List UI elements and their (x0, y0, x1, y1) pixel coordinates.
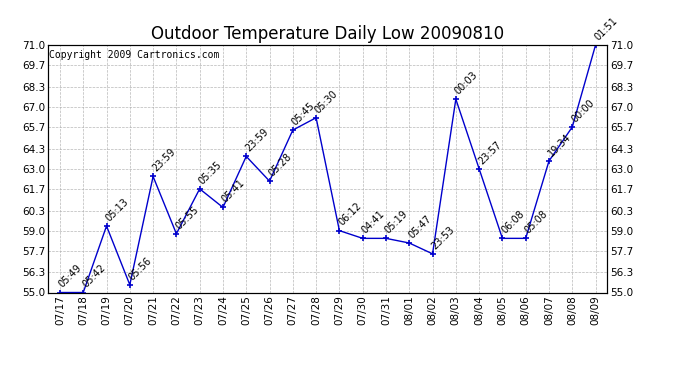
Text: 00:03: 00:03 (453, 70, 480, 96)
Text: 05:55: 05:55 (173, 204, 200, 231)
Title: Outdoor Temperature Daily Low 20090810: Outdoor Temperature Daily Low 20090810 (151, 26, 504, 44)
Text: 05:30: 05:30 (313, 88, 340, 115)
Text: 23:59: 23:59 (244, 127, 270, 154)
Text: 05:13: 05:13 (104, 196, 130, 223)
Text: 04:41: 04:41 (359, 209, 386, 236)
Text: 23:57: 23:57 (476, 139, 503, 166)
Text: 05:41: 05:41 (220, 178, 247, 205)
Text: 05:35: 05:35 (197, 159, 224, 186)
Text: 05:45: 05:45 (290, 100, 317, 127)
Text: 23:53: 23:53 (430, 224, 457, 251)
Text: 23:59: 23:59 (150, 147, 177, 174)
Text: 00:00: 00:00 (569, 98, 596, 124)
Text: 05:42: 05:42 (80, 263, 107, 290)
Text: 19:34: 19:34 (546, 132, 573, 158)
Text: 05:19: 05:19 (383, 209, 410, 236)
Text: 05:28: 05:28 (266, 152, 293, 178)
Text: 05:08: 05:08 (523, 209, 549, 236)
Text: 01:51: 01:51 (593, 15, 620, 42)
Text: 06:08: 06:08 (500, 209, 526, 236)
Text: 06:12: 06:12 (337, 201, 363, 228)
Text: 05:49: 05:49 (57, 263, 83, 290)
Text: 05:47: 05:47 (406, 213, 433, 240)
Text: Copyright 2009 Cartronics.com: Copyright 2009 Cartronics.com (50, 50, 220, 60)
Text: 05:56: 05:56 (127, 255, 154, 282)
